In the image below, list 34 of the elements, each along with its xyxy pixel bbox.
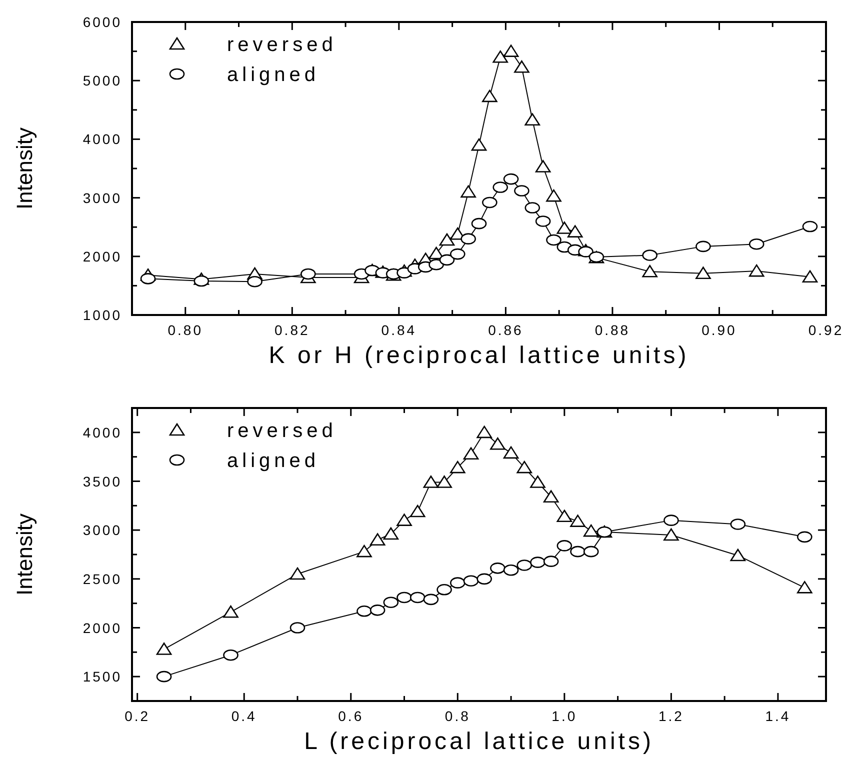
y-axis-title: Intensity <box>12 128 37 210</box>
y-tick-label: 1000 <box>82 307 122 323</box>
legend-label: aligned <box>227 450 320 472</box>
x-tick-label: 0.4 <box>231 708 257 724</box>
y-tick-label: 5000 <box>82 72 122 89</box>
y-tick-label: 6000 <box>82 14 122 30</box>
x-tick-label: 1.4 <box>765 708 791 724</box>
x-tick-label: 0.80 <box>168 322 204 338</box>
x-tick-label: 1.2 <box>658 708 684 724</box>
y-tick-label: 2000 <box>82 620 122 636</box>
y-tick-label: 3000 <box>82 190 122 206</box>
x-tick-label: 0.84 <box>381 322 417 338</box>
legend-label: aligned <box>227 64 320 86</box>
y-axis-title: Intensity <box>12 514 37 596</box>
y-tick-label: 2500 <box>82 570 122 587</box>
x-axis-title: K or H (reciprocal lattice units) <box>268 342 690 369</box>
x-tick-label: 0.86 <box>488 322 524 338</box>
y-tick-label: 1500 <box>82 668 122 685</box>
x-tick-label: 0.82 <box>274 322 310 338</box>
x-tick-label: 0.92 <box>808 322 844 338</box>
legend-label: reversed <box>227 420 337 442</box>
x-tick-label: 0.8 <box>444 708 470 724</box>
x-tick-label: 0.2 <box>124 708 150 724</box>
x-axis-title: L (reciprocal lattice units) <box>304 728 654 755</box>
y-tick-label: 4000 <box>82 131 122 148</box>
y-tick-label: 3500 <box>82 473 122 490</box>
x-tick-label: 1.0 <box>552 708 578 724</box>
x-tick-label: 0.90 <box>702 322 737 338</box>
y-tick-label: 3000 <box>82 522 122 538</box>
y-tick-label: 4000 <box>82 424 122 440</box>
x-tick-label: 0.6 <box>338 708 364 724</box>
x-tick-label: 0.88 <box>594 322 630 338</box>
y-tick-label: 2000 <box>82 248 122 264</box>
legend-label: reversed <box>227 34 337 56</box>
